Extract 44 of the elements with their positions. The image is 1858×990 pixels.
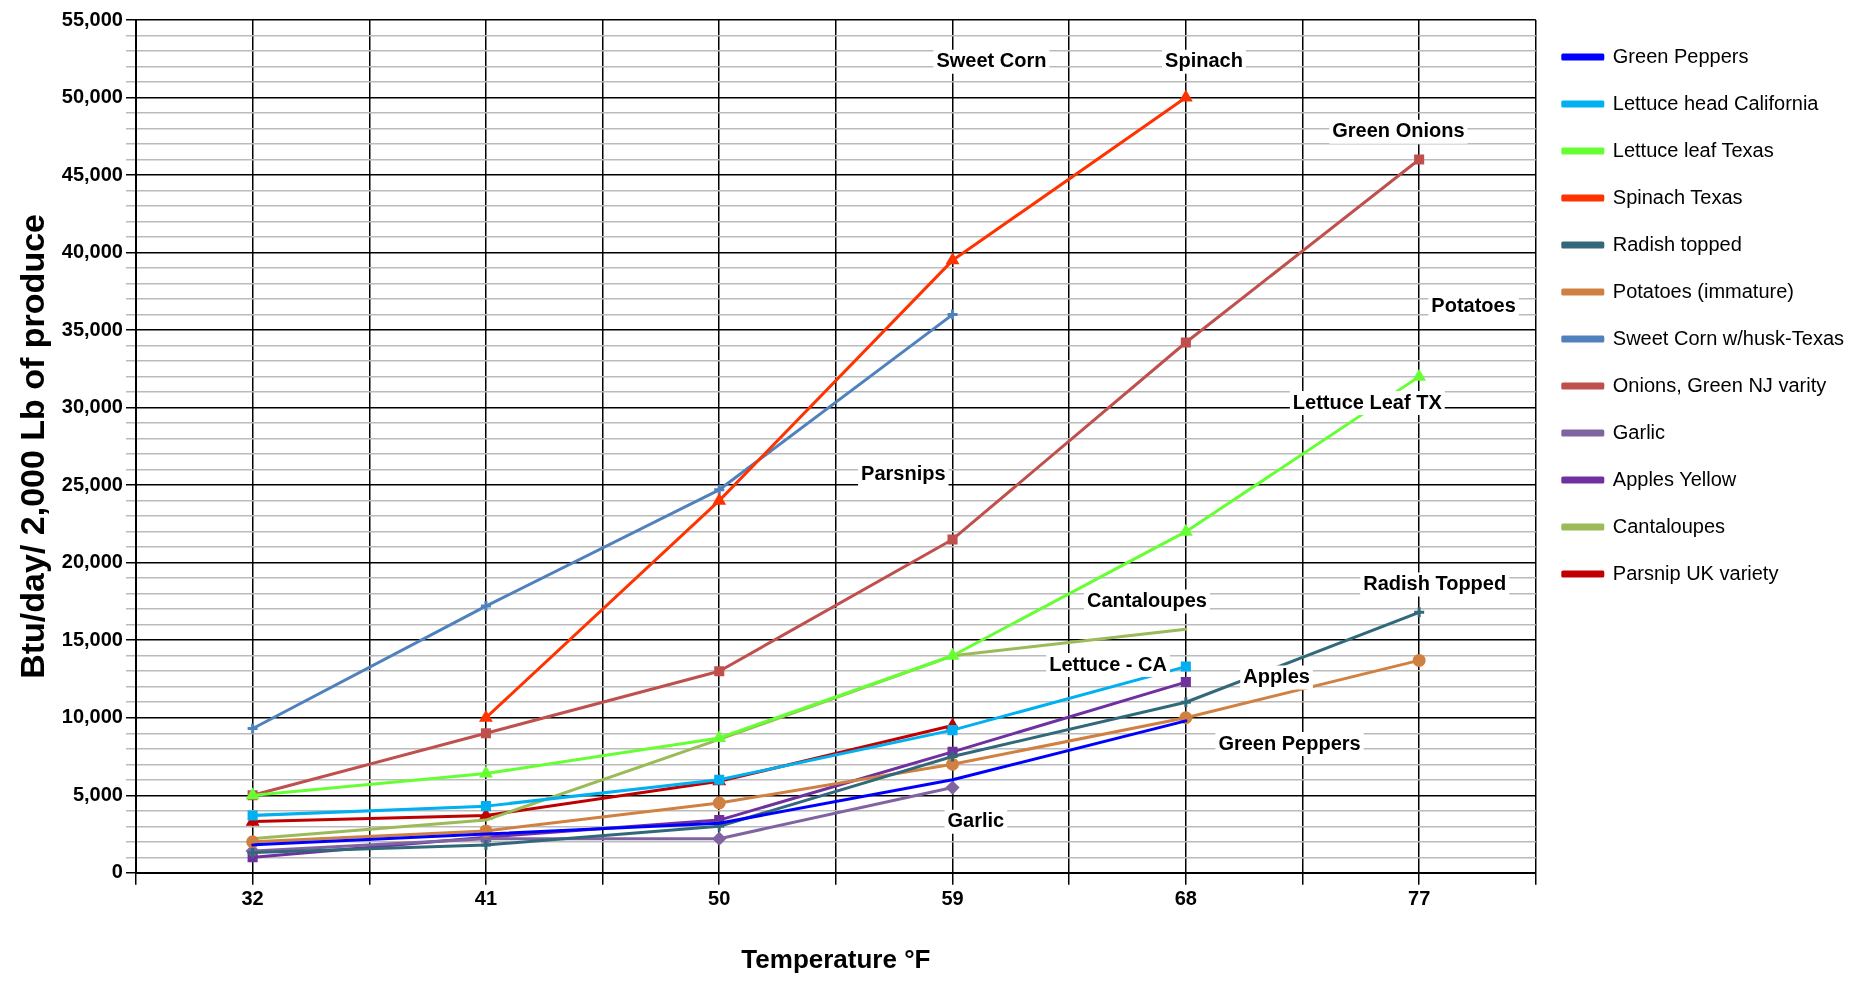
legend-label: Apples Yellow (1612, 467, 1737, 490)
annotation: Garlic (947, 809, 1005, 832)
y-tick-label: 0 (111, 860, 123, 883)
legend-label: Lettuce head California (1612, 91, 1820, 114)
annotation: Spinach (1165, 49, 1243, 72)
legend-label: Lettuce leaf Texas (1612, 138, 1774, 161)
annotation: Green Peppers (1218, 731, 1361, 754)
legend-label: Green Peppers (1612, 44, 1749, 67)
y-tick-label: 45,000 (61, 162, 123, 185)
y-tick-label: 5,000 (72, 782, 123, 805)
annotation: Radish Topped (1363, 571, 1507, 594)
annotation: Green Onions (1332, 119, 1465, 142)
legend-label: Potatoes (immature) (1612, 279, 1794, 302)
annotation: Apples (1243, 664, 1310, 687)
y-tick-label: 40,000 (61, 240, 123, 263)
annotation: Parsnips (861, 461, 946, 484)
y-axis-title: Btu/day/ 2,000 Lb of produce (12, 214, 51, 679)
x-tick-label: 77 (1408, 887, 1431, 910)
y-tick-label: 20,000 (61, 550, 123, 573)
annotation: Lettuce Leaf TX (1292, 390, 1443, 413)
annotation: Sweet Corn (936, 49, 1047, 72)
y-tick-label: 10,000 (61, 705, 123, 728)
annotation: Lettuce - CA (1049, 652, 1167, 675)
legend-label: Cantaloupes (1612, 514, 1726, 537)
x-tick-label: 32 (241, 887, 264, 910)
y-tick-label: 15,000 (61, 627, 123, 650)
y-tick-label: 25,000 (61, 472, 123, 495)
y-tick-label: 30,000 (61, 395, 123, 418)
annotation: Cantaloupes (1086, 588, 1207, 611)
legend-label: Radish topped (1612, 232, 1742, 255)
y-tick-label: 55,000 (61, 7, 123, 30)
annotation: Potatoes (1431, 294, 1516, 317)
x-tick-label: 41 (474, 887, 498, 910)
legend-label: Parsnip UK variety (1612, 561, 1779, 584)
y-tick-label: 50,000 (61, 85, 123, 108)
y-tick-label: 35,000 (61, 317, 123, 340)
legend-label: Onions, Green NJ varity (1612, 373, 1827, 396)
x-tick-label: 50 (708, 887, 731, 910)
legend-label: Spinach Texas (1612, 185, 1743, 208)
x-tick-label: 59 (941, 887, 964, 910)
x-tick-label: 68 (1174, 887, 1197, 910)
legend-label: Sweet Corn w/husk-Texas (1612, 326, 1844, 349)
legend-label: Garlic (1612, 420, 1666, 443)
x-axis-title: Temperature °F (741, 943, 931, 974)
